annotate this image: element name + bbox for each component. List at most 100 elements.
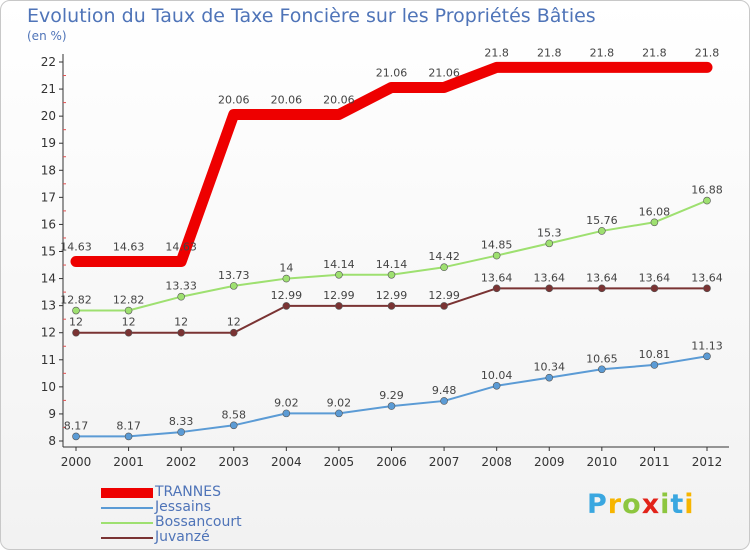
logo-letter: i	[684, 489, 695, 520]
data-label: 16.88	[691, 184, 723, 197]
data-label: 13.64	[639, 271, 671, 284]
data-label: 12	[69, 316, 83, 329]
data-label: 10.04	[481, 369, 513, 382]
data-label: 13.73	[218, 269, 250, 282]
data-point	[440, 302, 448, 310]
x-tick-label: 2005	[324, 455, 355, 469]
data-point	[124, 306, 133, 315]
logo-letter: i	[660, 489, 671, 520]
y-tick-label: 19	[41, 136, 56, 150]
data-label: 13.33	[165, 280, 197, 293]
y-tick-label: 20	[41, 109, 56, 123]
data-point	[229, 282, 238, 290]
data-label: 14.63	[113, 241, 145, 254]
logo-letter: x	[641, 489, 661, 520]
data-label: 11.13	[691, 339, 723, 352]
legend-label-juvanze: Juvanzé	[155, 529, 210, 545]
data-label: 21.8	[695, 46, 720, 59]
series-line-trannes	[70, 61, 713, 268]
data-label: 12.99	[271, 289, 303, 302]
data-label: 9.29	[379, 389, 404, 402]
data-point	[387, 302, 396, 310]
x-tick-label: 2007	[429, 455, 460, 469]
logo-letter: r	[607, 489, 623, 520]
data-label: 21.8	[484, 46, 509, 59]
data-label: 14.14	[376, 258, 408, 271]
data-label: 21.8	[537, 46, 562, 59]
y-tick-label: 12	[41, 326, 56, 340]
x-tick-label: 2003	[218, 455, 249, 469]
data-point	[703, 284, 711, 293]
data-label: 13.64	[534, 271, 566, 284]
data-point	[72, 328, 80, 337]
data-point	[703, 196, 711, 205]
data-point	[335, 302, 343, 310]
data-point	[229, 421, 238, 430]
x-tick-label: 2009	[534, 455, 565, 469]
x-tick-label: 2004	[271, 455, 302, 469]
y-tick-label: 8	[48, 434, 56, 448]
data-label: 21.8	[590, 46, 615, 59]
data-point	[335, 270, 343, 279]
data-label: 16.08	[639, 205, 671, 218]
data-point	[440, 263, 448, 272]
data-label: 13.64	[691, 271, 723, 284]
data-label: 9.48	[432, 384, 457, 397]
legend-swatch-jessains	[101, 507, 153, 509]
data-point	[650, 218, 659, 227]
data-point	[598, 365, 606, 374]
data-label: 12	[122, 316, 136, 329]
x-tick-label: 2006	[376, 455, 407, 469]
logo-letter: o	[622, 489, 642, 520]
y-tick-label: 21	[41, 82, 56, 96]
data-point	[545, 373, 554, 382]
data-label: 8.58	[222, 408, 247, 421]
data-label: 8.33	[169, 415, 194, 428]
data-label: 20.06	[271, 94, 303, 107]
data-point	[492, 284, 501, 293]
data-point	[598, 227, 606, 235]
data-label: 13.64	[586, 271, 618, 284]
data-label: 10.81	[639, 348, 671, 361]
legend-label-bossancourt: Bossancourt	[155, 514, 242, 530]
data-label: 20.06	[323, 94, 355, 107]
chart-title: Evolution du Taux de Taxe Foncière sur l…	[27, 5, 596, 27]
data-label: 14.42	[428, 250, 460, 263]
x-tick-label: 2008	[481, 455, 512, 469]
data-point	[598, 284, 606, 293]
data-label: 14.14	[323, 258, 355, 271]
y-tick-label: 11	[41, 353, 56, 367]
data-point	[492, 251, 501, 260]
y-tick-label: 18	[41, 163, 56, 177]
data-label: 14.63	[165, 241, 197, 254]
data-label: 14	[279, 262, 293, 275]
data-label: 9.02	[274, 396, 299, 409]
y-tick-label: 13	[41, 299, 56, 313]
data-point	[124, 328, 133, 337]
data-point	[387, 402, 396, 410]
data-label: 12.99	[428, 289, 460, 302]
data-point	[124, 432, 133, 441]
data-point	[282, 409, 291, 418]
logo-letter: t	[670, 489, 685, 520]
y-tick-label: 14	[41, 272, 56, 286]
data-point	[440, 397, 448, 405]
data-label: 8.17	[116, 419, 141, 432]
data-label: 12.82	[60, 294, 92, 307]
logo-letter: P	[587, 489, 608, 520]
data-point	[650, 284, 659, 293]
data-label: 8.17	[64, 419, 89, 432]
data-label: 21.8	[642, 46, 667, 59]
y-tick-label: 10	[41, 380, 56, 394]
x-tick-label: 2011	[639, 455, 670, 469]
data-point	[177, 328, 185, 337]
x-tick-label: 2000	[61, 455, 92, 469]
unit-label: (en %)	[27, 29, 67, 43]
data-label: 14.63	[60, 241, 92, 254]
data-label: 10.65	[586, 352, 618, 365]
data-point	[177, 292, 185, 301]
data-point	[72, 306, 80, 315]
y-tick-label: 17	[41, 190, 56, 204]
proxiti-logo: Proxiti	[587, 489, 695, 520]
